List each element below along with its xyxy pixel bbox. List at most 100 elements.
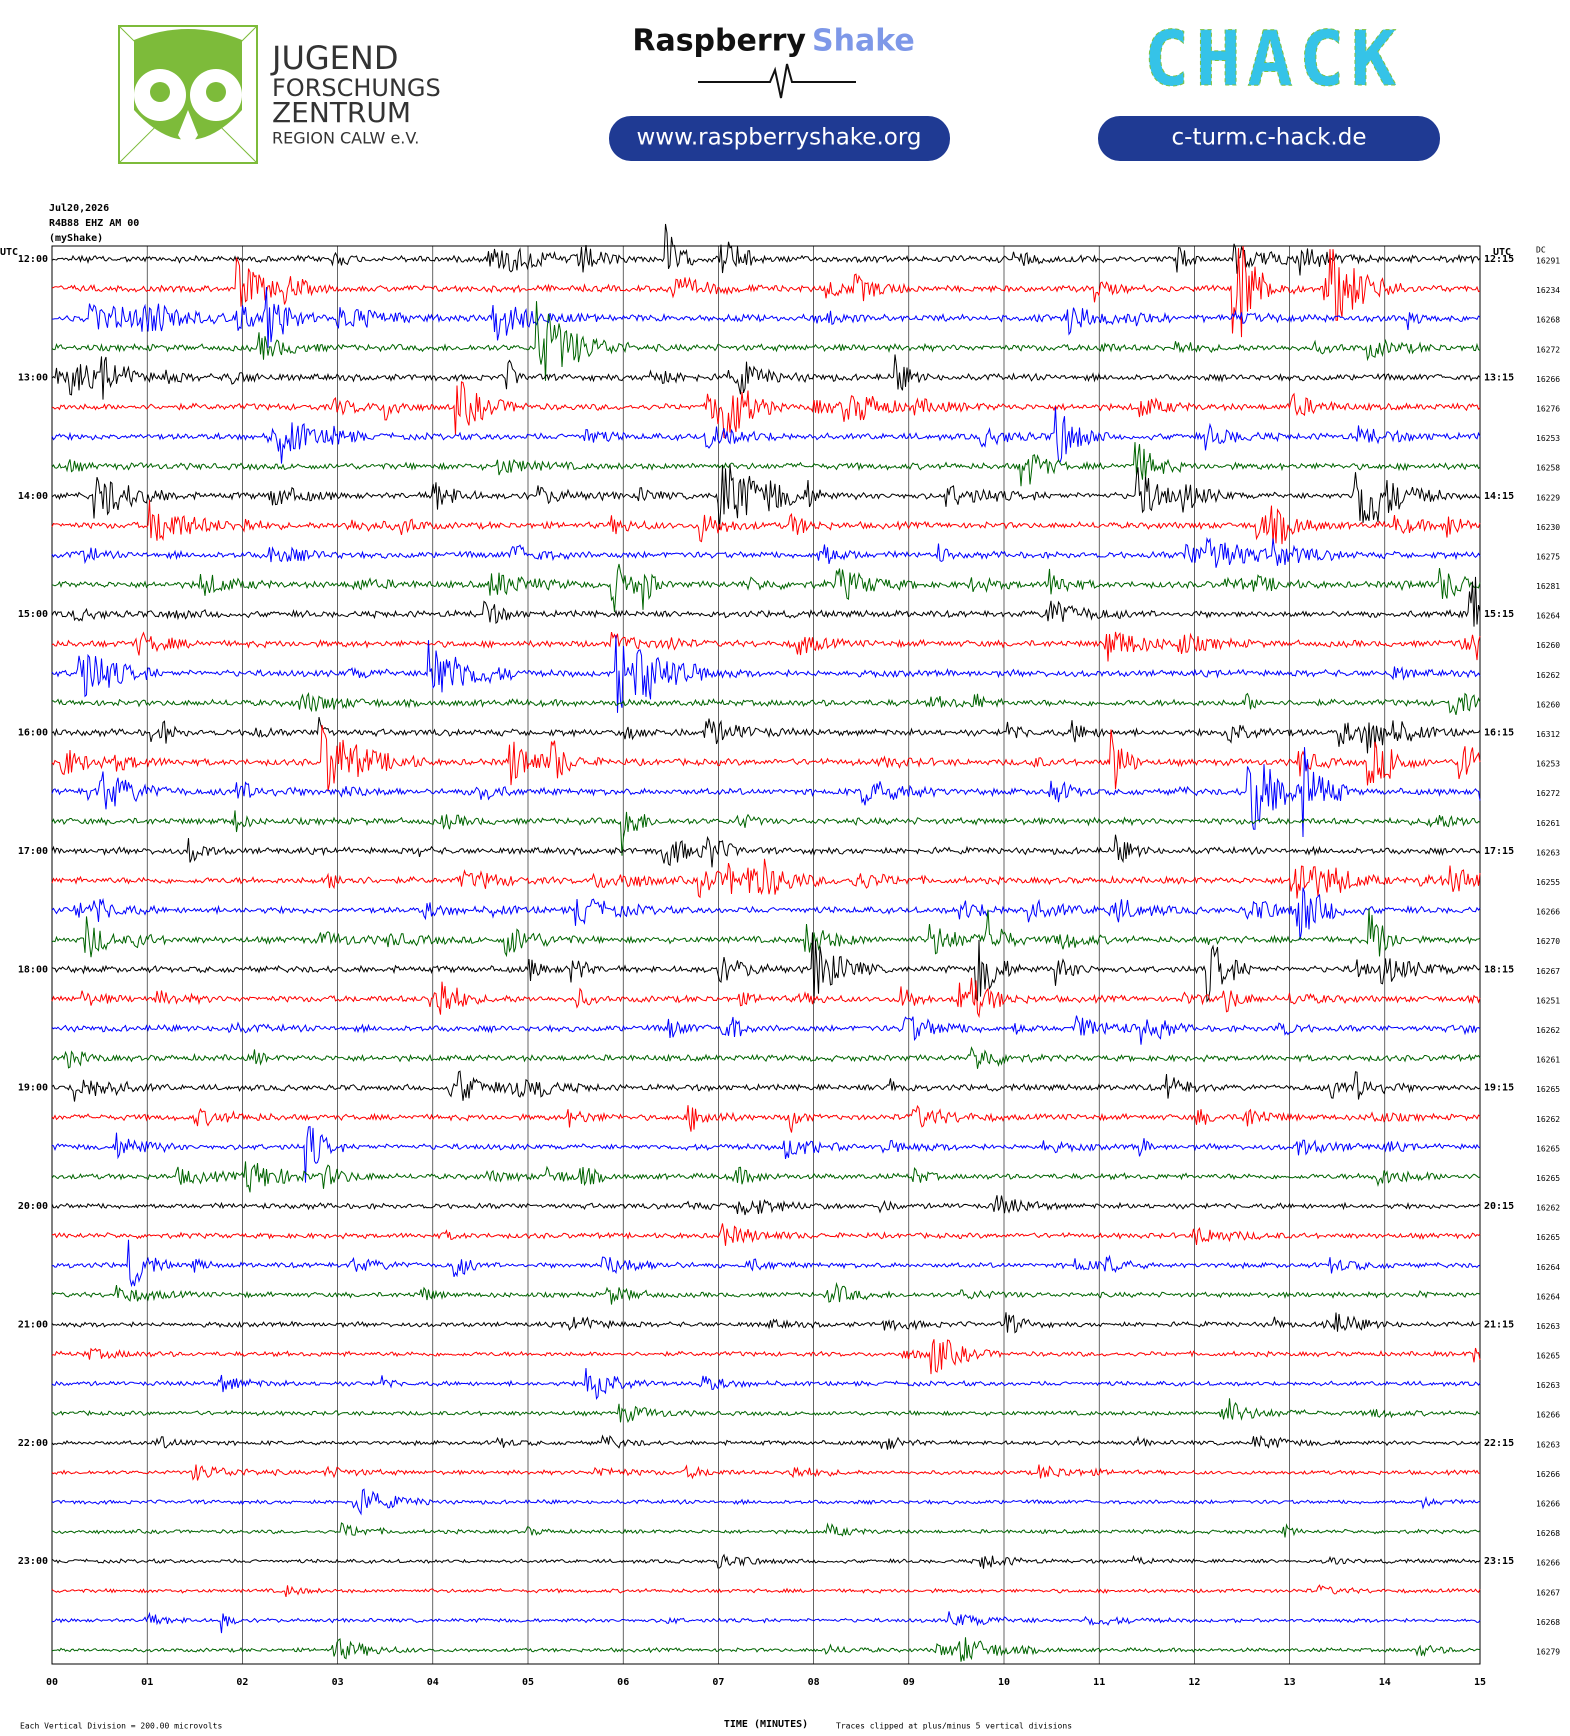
trace	[51, 407, 1481, 464]
dc-value: 16266	[1536, 1500, 1560, 1509]
trace	[51, 223, 1481, 276]
trace	[51, 810, 1481, 856]
hour-label: 13:00	[18, 372, 48, 383]
dc-value: 16272	[1536, 345, 1560, 354]
partner-logo: CHACK	[1144, 14, 1403, 103]
dc-value: 16262	[1536, 1115, 1560, 1124]
trace	[51, 1195, 1481, 1216]
trace	[51, 747, 1481, 838]
x-tick-label: 11	[1093, 1677, 1105, 1688]
trace	[51, 887, 1481, 941]
x-tick-label: 05	[522, 1677, 534, 1688]
trace	[51, 1488, 1481, 1516]
quarter-label: 20:15	[1484, 1201, 1514, 1212]
dc-value: 16260	[1536, 700, 1560, 709]
dc-value: 16264	[1536, 1263, 1560, 1272]
dc-value: 16268	[1536, 1618, 1560, 1627]
trace	[51, 1464, 1481, 1481]
quarter-label: 18:15	[1484, 964, 1514, 975]
url[interactable]: c-turm.c-hack.de	[1172, 125, 1367, 151]
url-pill	[1098, 116, 1440, 161]
dc-value: 16270	[1536, 937, 1560, 946]
dc-value: 16262	[1536, 1204, 1560, 1213]
x-tick-label: 00	[46, 1677, 58, 1688]
owl-logo	[118, 25, 258, 164]
dc-value: 16266	[1536, 375, 1560, 384]
dc-value: 16253	[1536, 760, 1560, 769]
trace	[51, 1368, 1481, 1400]
date: Jul20,2026	[49, 203, 109, 214]
hour-label: 18:00	[18, 964, 48, 975]
dc-title: DC	[1536, 246, 1546, 255]
quarter-label: 15:15	[1484, 609, 1514, 620]
dc-value: 16255	[1536, 878, 1560, 887]
trace	[51, 834, 1481, 868]
trace	[51, 301, 1481, 381]
dc-value: 16266	[1536, 1411, 1560, 1420]
dc-value: 16264	[1536, 1292, 1560, 1301]
trace	[51, 1398, 1481, 1424]
trace	[51, 563, 1481, 612]
trace	[51, 442, 1481, 487]
dc-value: 16266	[1536, 1559, 1560, 1568]
station: R4B88 EHZ AM 00	[49, 218, 139, 229]
x-tick-label: 10	[998, 1677, 1010, 1688]
axis-title: UTC	[0, 247, 18, 258]
trace	[51, 1637, 1481, 1662]
trace	[51, 724, 1481, 792]
x-tick-label: 08	[808, 1677, 820, 1688]
trace	[51, 464, 1481, 530]
org-line: ZENTRUM	[272, 96, 411, 129]
trace	[51, 381, 1481, 439]
trace	[51, 1281, 1481, 1305]
org-line: FORSCHUNGS	[272, 74, 441, 102]
quarter-label: 23:15	[1484, 1556, 1514, 1567]
brand-right: Shake	[812, 24, 915, 59]
url-pill	[609, 116, 950, 161]
trace	[51, 576, 1481, 627]
dc-value: 16251	[1536, 996, 1560, 1005]
dc-value: 16253	[1536, 434, 1560, 443]
x-tick-label: 06	[617, 1677, 629, 1688]
dc-value: 16263	[1536, 1322, 1560, 1331]
quarter-label: 14:15	[1484, 491, 1514, 502]
dc-value: 16272	[1536, 789, 1560, 798]
trace	[51, 908, 1481, 958]
scale-note: Each Vertical Division = 200.00 microvol…	[20, 1722, 222, 1731]
dc-value: 16258	[1536, 464, 1560, 473]
org-line: JUGEND	[270, 39, 398, 77]
dc-value: 16265	[1536, 1144, 1560, 1153]
quarter-label: 22:15	[1484, 1438, 1514, 1449]
trace	[51, 499, 1481, 545]
trace	[51, 1339, 1481, 1375]
trace	[51, 536, 1481, 568]
quarter-label: 12:15	[1484, 254, 1514, 265]
trace	[51, 691, 1481, 716]
dc-value: 16281	[1536, 582, 1560, 591]
trace	[51, 1015, 1481, 1045]
trace	[51, 245, 1481, 338]
dc-value: 16263	[1536, 1440, 1560, 1449]
quarter-label: 19:15	[1484, 1083, 1514, 1094]
trace	[51, 286, 1481, 348]
hour-label: 20:00	[18, 1201, 48, 1212]
dc-value: 16266	[1536, 1470, 1560, 1479]
trace	[51, 1611, 1481, 1634]
hour-label: 12:00	[18, 254, 48, 265]
dc-value: 16279	[1536, 1648, 1560, 1657]
dc-value: 16268	[1536, 316, 1560, 325]
trace	[51, 631, 1481, 662]
url[interactable]: www.raspberryshake.org	[637, 125, 922, 151]
plot-frame	[51, 245, 1481, 1665]
dc-value: 16261	[1536, 819, 1560, 828]
dc-value: 16263	[1536, 1381, 1560, 1390]
trace	[51, 1584, 1481, 1598]
clip-note: Traces clipped at plus/minus 5 vertical …	[836, 1722, 1072, 1731]
trace	[51, 1223, 1481, 1246]
trace	[51, 1070, 1481, 1102]
x-tick-label: 14	[1379, 1677, 1391, 1688]
axis-title: UTC	[1493, 247, 1511, 258]
x-axis-title: TIME (MINUTES)	[724, 1719, 808, 1730]
dc-value: 16262	[1536, 671, 1560, 680]
dc-value: 16265	[1536, 1233, 1560, 1242]
